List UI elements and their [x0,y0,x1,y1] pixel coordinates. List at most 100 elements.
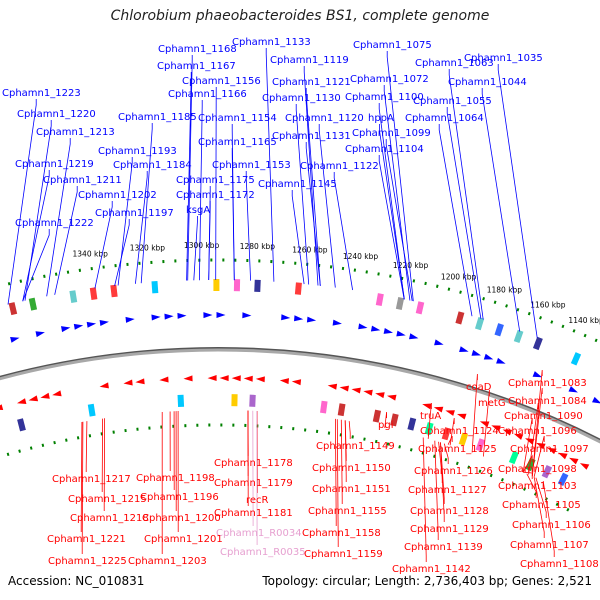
gene-label: Cphamn1_1151 [312,484,391,495]
inner-tick-ring [6,423,578,516]
gene-label: Cphamn1_1103 [498,481,577,492]
gene-label: Cphamn1_1184 [113,160,192,171]
gene-label: Cphamn1_1172 [176,190,255,201]
kbp-tick-label: 1200 kbp [441,272,477,281]
gene-arrow [279,378,289,385]
gene-arrow [579,463,590,470]
gene-features [0,278,600,487]
gene-label: Cphamn1_1097 [510,444,589,455]
gene-label: Cphamn1_1185 [118,112,197,123]
gc-content-block [458,432,469,446]
gc-content-block [231,394,238,407]
gene-label: Cphamn1_1196 [140,492,219,503]
label-leader-line [24,120,52,301]
gene-label: Cphamn1_1181 [214,508,293,519]
gene-arrow [547,447,557,455]
gc-content-block [541,464,553,479]
gene-label: Cphamn1_1219 [15,159,94,170]
gene-label: Cphamn1_1075 [353,40,432,51]
gene-label: Cphamn1_1178 [214,458,293,469]
gene-arrow [370,325,381,332]
label-leader-line [440,442,445,522]
label-leader-line [497,64,538,338]
kbp-tick-label: 1280 kbp [240,242,276,251]
gene-arrow [17,398,27,404]
gene-label: Cphamn1_1223 [2,88,81,99]
gene-label: Cphamn1_1096 [498,426,577,437]
gene-arrow [52,390,62,397]
gene-label: Cphamn1_1105 [502,500,581,511]
gene-arrow [558,452,568,460]
gene-arrow [99,382,109,389]
gene-label: Cphamn1_R0034 [216,528,302,539]
label-leader-line [427,402,432,439]
gene-arrow [28,395,39,402]
gene-label: Cphamn1_1108 [520,559,599,570]
label-leader-line [135,171,148,284]
gene-arrow [375,392,385,399]
gene-label: Cphamn1_1168 [158,44,237,55]
gene-arrow [291,379,302,386]
gene-arrow [568,386,578,393]
gene-arrow [61,326,71,333]
gene-label: Cphamn1_1119 [270,55,349,66]
summary-text: Topology: circular; Length: 2,736,403 bp… [262,574,592,588]
label-leader-line [291,190,305,285]
gene-arrow [159,376,169,383]
gene-arrow [525,438,535,445]
gene-label: Cphamn1_1222 [15,218,94,229]
gene-arrow [207,375,217,381]
gene-label: Cphamn1_1084 [508,396,587,407]
gene-arrow [387,394,397,401]
gene-label: Cphamn1_1121 [272,77,351,88]
label-leader-line [378,155,405,300]
label-leader-line [385,139,413,302]
gene-arrow [409,333,419,340]
label-leader-line [344,420,347,482]
gene-label: Cphamn1_1131 [272,131,351,142]
gc-content-block [177,394,185,408]
gene-label: Cphamn1_1128 [410,506,489,517]
gene-label: Cphamn1_1197 [95,208,174,219]
gene-arrow [231,375,241,382]
gene-arrow [0,404,4,410]
kbp-tick-label: 1160 kbp [530,301,566,310]
gene-arrow [471,349,481,356]
label-leaders [7,48,555,562]
gc-content-block [151,281,159,294]
gene-arrow [327,383,338,390]
gene-label: Cphamn1_1202 [78,190,157,201]
gene-label: pgi [378,420,393,431]
gene-label: Cphamn1_1198 [136,473,215,484]
gene-arrow [306,316,317,323]
gene-arrow [483,353,494,360]
gene-label: Cphamn1_1156 [182,76,261,87]
gene-arrow [151,314,161,321]
gene-label: Cphamn1_1120 [285,113,364,124]
gene-label: Cphamn1_1213 [36,127,115,138]
gene-arrow [135,378,145,385]
gene-arrow [396,330,406,337]
gene-arrow [434,339,444,346]
gc-content-block [415,301,425,315]
gene-label: coaD [466,382,492,393]
gene-label: Cphamn1_1099 [352,128,431,139]
gene-label: Cphamn1_1063 [415,58,494,69]
gc-content-block [249,394,256,407]
accession-text: Accession: NC_010831 [8,574,145,588]
gene-label: Cphamn1_1083 [508,378,587,389]
kbp-tick-label: 1180 kbp [487,286,523,295]
label-leader-line [535,477,547,518]
gc-content-block [375,293,384,307]
label-leader-line [94,201,113,289]
gene-arrow [513,433,524,440]
gc-content-block [372,409,382,423]
genome-title: Chlorobium phaeobacteroides BS1, complet… [110,8,490,24]
label-leader-line [448,69,484,320]
label-leader-line [531,387,543,477]
gene-arrow [216,312,226,318]
gene-label: Cphamn1_1107 [510,540,589,551]
gc-content-block [557,472,569,487]
label-leader-line [208,201,211,281]
